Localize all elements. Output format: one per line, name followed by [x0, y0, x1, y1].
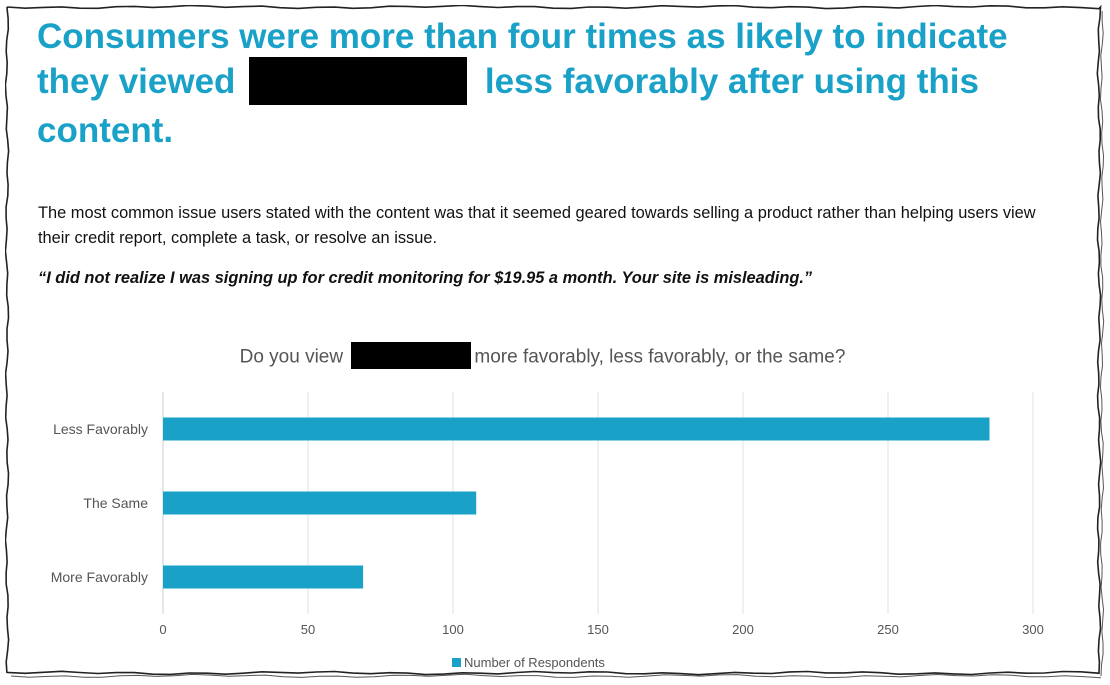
- headline: Consumers were more than four times as l…: [37, 14, 1057, 153]
- x-tick-label: 0: [159, 622, 166, 637]
- user-quote: “I did not realize I was signing up for …: [38, 269, 813, 287]
- chart-title-after: more favorably, less favorably, or the s…: [474, 346, 846, 368]
- chart-title: Do you view more favorably, less favorab…: [0, 342, 1085, 371]
- x-tick-label: 150: [587, 622, 609, 637]
- headline-text-after: less favorably after using this content.: [37, 62, 979, 150]
- legend-label: Number of Respondents: [464, 655, 605, 670]
- x-tick-label: 300: [1022, 622, 1044, 637]
- bar: [163, 565, 364, 589]
- chart-redaction-box: [351, 342, 472, 369]
- rough-border-frame: [5, 5, 1105, 679]
- chart-legend: Number of Respondents: [452, 655, 605, 670]
- x-tick-label: 250: [877, 622, 899, 637]
- frame-outline: [5, 5, 1105, 679]
- headline-text-before: Consumers were more than four times as l…: [37, 17, 1008, 101]
- bar: [163, 417, 990, 441]
- redaction-box: [249, 56, 468, 105]
- chart-title-before: Do you view: [239, 346, 349, 368]
- x-tick-label: 50: [301, 622, 315, 637]
- category-label: The Same: [83, 495, 148, 511]
- bar-chart: 0 50 100 150 200 250 300 Less Favorably The Same…: [51, 392, 1044, 637]
- x-tick-label: 100: [442, 622, 464, 637]
- body-paragraph: The most common issue users stated with …: [38, 204, 1036, 247]
- x-tick-label: 200: [732, 622, 754, 637]
- category-label: Less Favorably: [53, 421, 148, 437]
- bar: [163, 491, 477, 515]
- legend-swatch: [452, 658, 461, 667]
- category-label: More Favorably: [51, 569, 148, 585]
